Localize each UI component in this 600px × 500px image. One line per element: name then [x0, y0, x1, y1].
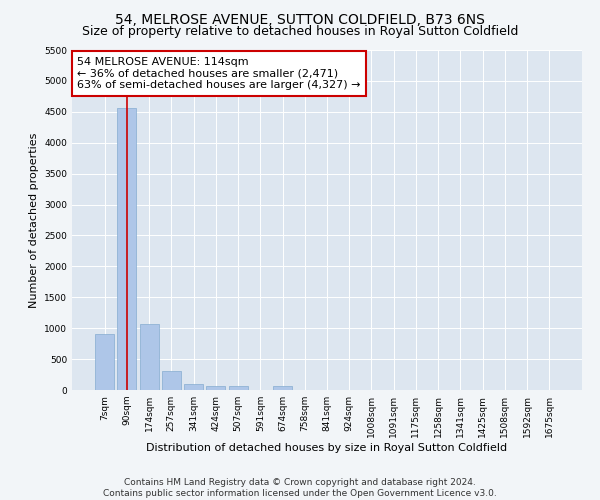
Text: 54, MELROSE AVENUE, SUTTON COLDFIELD, B73 6NS: 54, MELROSE AVENUE, SUTTON COLDFIELD, B7… — [115, 12, 485, 26]
Bar — [273, 386, 292, 390]
Bar — [206, 386, 225, 390]
Text: Contains HM Land Registry data © Crown copyright and database right 2024.
Contai: Contains HM Land Registry data © Crown c… — [103, 478, 497, 498]
Bar — [95, 334, 114, 390]
Bar — [140, 324, 158, 390]
Text: 54 MELROSE AVENUE: 114sqm
← 36% of detached houses are smaller (2,471)
63% of se: 54 MELROSE AVENUE: 114sqm ← 36% of detac… — [77, 57, 361, 90]
Bar — [229, 386, 248, 390]
Bar — [162, 372, 181, 390]
Text: Size of property relative to detached houses in Royal Sutton Coldfield: Size of property relative to detached ho… — [82, 25, 518, 38]
Y-axis label: Number of detached properties: Number of detached properties — [29, 132, 38, 308]
X-axis label: Distribution of detached houses by size in Royal Sutton Coldfield: Distribution of detached houses by size … — [146, 442, 508, 452]
Bar — [184, 384, 203, 390]
Bar — [118, 108, 136, 390]
